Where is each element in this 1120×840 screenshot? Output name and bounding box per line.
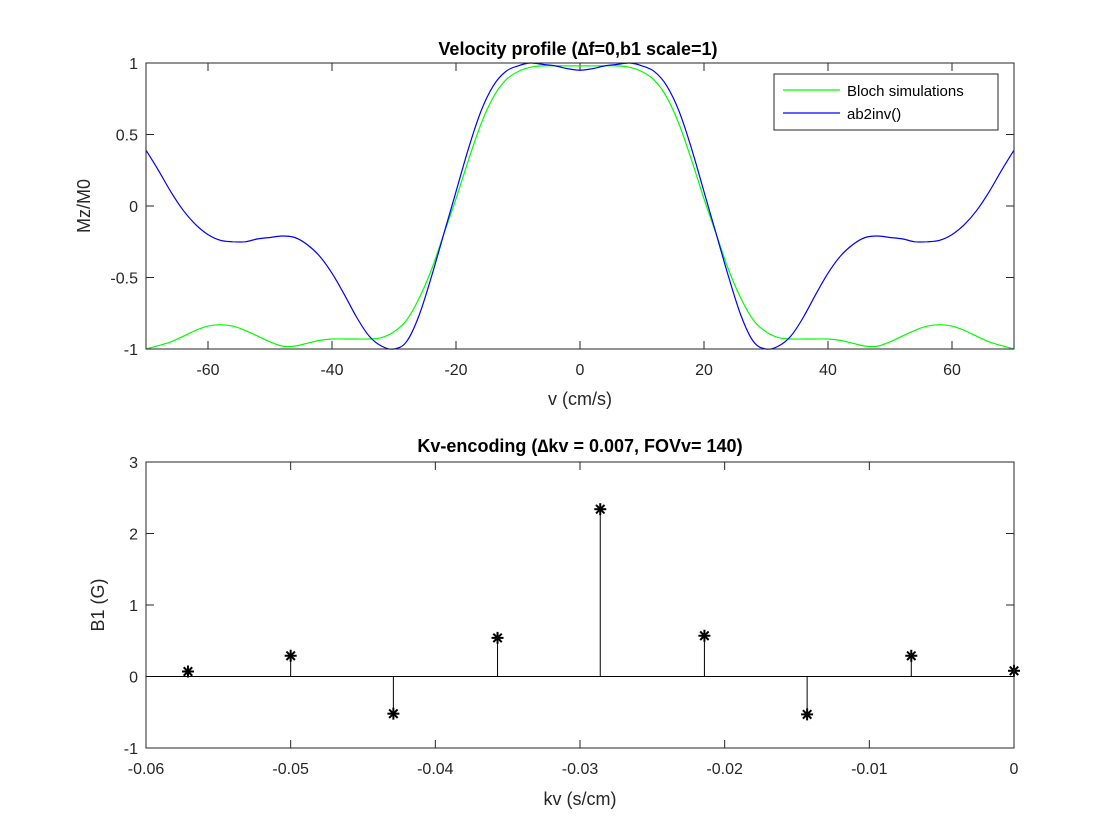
y-axis-label: Mz/M0 bbox=[74, 179, 94, 233]
stem-marker bbox=[594, 503, 607, 516]
legend: Bloch simulations ab2inv() bbox=[773, 73, 999, 131]
x-tick-label: -0.06 bbox=[128, 761, 165, 778]
y-tick-label: -1 bbox=[124, 741, 138, 758]
legend-label-bloch: Bloch simulations bbox=[847, 83, 964, 100]
stem-marker bbox=[905, 649, 918, 662]
x-tick-label: 0 bbox=[1010, 761, 1019, 778]
stem-marker bbox=[491, 631, 504, 644]
x-tick-label: -0.02 bbox=[706, 761, 743, 778]
stem-marker bbox=[698, 629, 711, 642]
stem-marker bbox=[387, 707, 400, 720]
x-tick-label: -0.03 bbox=[562, 761, 599, 778]
y-tick-label: 0 bbox=[129, 670, 138, 687]
kv-encoding-ticks: -0.06 -0.05 -0.04 -0.03 -0.02 -0.01 0 -1 0 1 2 3 bbox=[124, 455, 1019, 778]
series-line-bloch bbox=[146, 65, 1014, 350]
velocity-profile-ticks: -60 -40 -20 0 20 40 60 -1 -0.5 0 0.5 1 bbox=[110, 56, 1014, 379]
y-tick-label: 1 bbox=[129, 56, 138, 73]
stem-marker bbox=[284, 649, 297, 662]
x-tick-label: -0.01 bbox=[851, 761, 888, 778]
y-axis-label: B1 (G) bbox=[88, 578, 108, 631]
series-line-ab2inv bbox=[146, 62, 1014, 350]
kv-encoding-axes: Kv-encoding (∆kv = 0.007, FOVv= 140) -0.… bbox=[88, 436, 1020, 809]
x-tick-label: -20 bbox=[444, 362, 467, 379]
velocity-profile-axes: Velocity profile (∆f=0,b1 scale=1) -60 -4… bbox=[74, 39, 1015, 409]
y-tick-label: 1 bbox=[129, 598, 138, 615]
x-tick-label: 40 bbox=[819, 362, 837, 379]
stem-marker bbox=[801, 708, 814, 721]
y-tick-label: 0 bbox=[129, 199, 138, 216]
y-tick-label: 3 bbox=[129, 455, 138, 472]
x-tick-label: 0 bbox=[576, 362, 585, 379]
velocity-profile-lines bbox=[146, 62, 1014, 350]
legend-box bbox=[773, 73, 999, 131]
kv-encoding-title: Kv-encoding (∆kv = 0.007, FOVv= 140) bbox=[417, 436, 742, 456]
axes-box bbox=[145, 62, 1015, 350]
stem-marker bbox=[181, 665, 194, 678]
velocity-profile-title: Velocity profile (∆f=0,b1 scale=1) bbox=[438, 39, 717, 59]
axes-box bbox=[145, 461, 1015, 749]
x-tick-label: 20 bbox=[695, 362, 713, 379]
x-axis-label: kv (s/cm) bbox=[544, 789, 617, 809]
x-tick-label: 60 bbox=[943, 362, 961, 379]
x-tick-label: -40 bbox=[320, 362, 343, 379]
x-tick-label: -0.04 bbox=[417, 761, 454, 778]
y-tick-label: 2 bbox=[129, 527, 138, 544]
x-tick-label: -0.05 bbox=[272, 761, 309, 778]
y-tick-label: 0.5 bbox=[116, 128, 138, 145]
legend-label-ab2inv: ab2inv() bbox=[847, 106, 901, 123]
y-tick-label: -1 bbox=[124, 342, 138, 359]
x-tick-label: -60 bbox=[196, 362, 219, 379]
y-tick-label: -0.5 bbox=[110, 271, 138, 288]
plot-area bbox=[146, 462, 1014, 748]
x-axis-label: v (cm/s) bbox=[548, 389, 612, 409]
